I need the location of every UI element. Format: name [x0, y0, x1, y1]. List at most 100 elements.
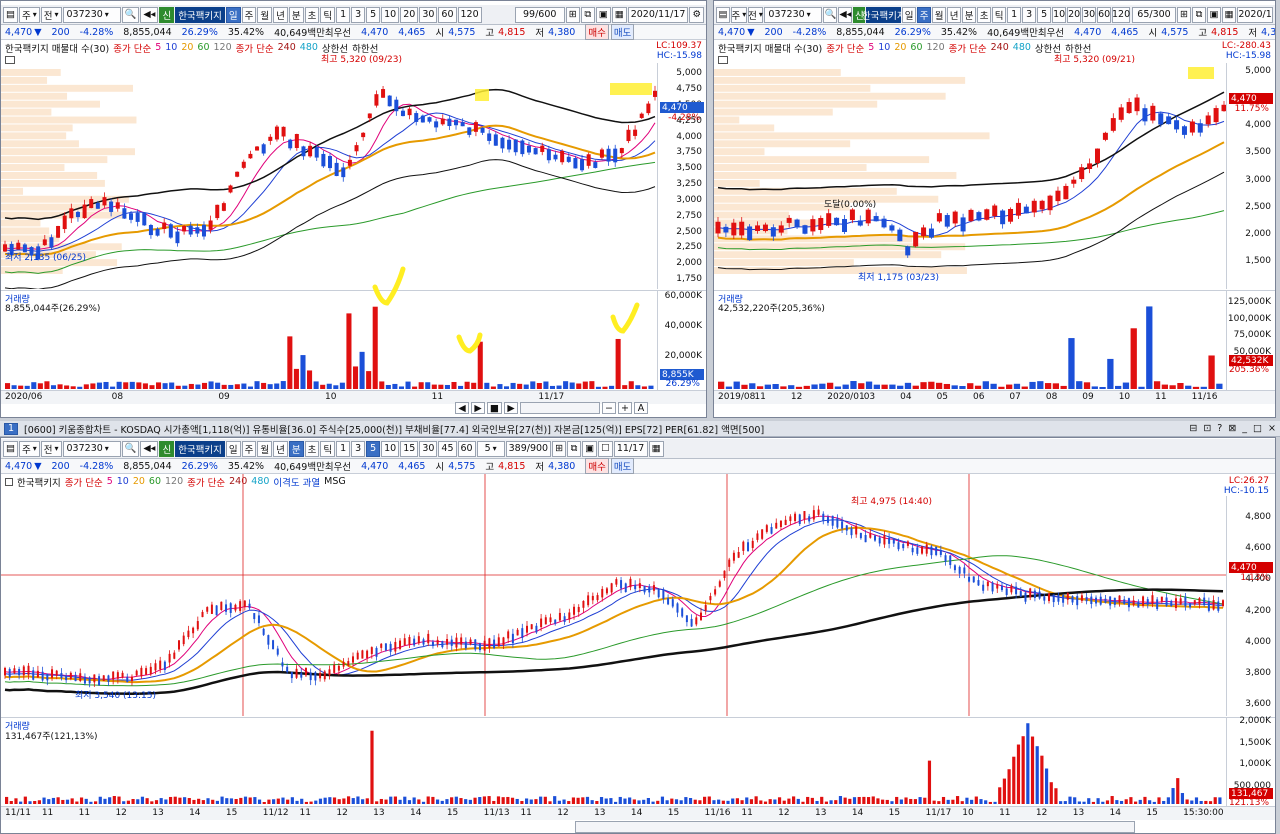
- num-5[interactable]: 5: [366, 6, 381, 23]
- menu-icon[interactable]: ▤: [716, 6, 730, 23]
- chart-tool-icon[interactable]: ⊞: [1177, 6, 1192, 23]
- volume-chart[interactable]: [714, 291, 1228, 391]
- count-field[interactable]: 99/600: [514, 6, 565, 23]
- stock-name[interactable]: 한국팩키지: [175, 440, 225, 457]
- save-icon[interactable]: ▣: [1207, 6, 1222, 23]
- chart-tool-icon[interactable]: ⊞: [552, 440, 567, 457]
- copy-icon[interactable]: ⧉: [567, 440, 582, 457]
- period-week[interactable]: 주: [241, 440, 257, 457]
- pin-icon[interactable]: ⊠: [1228, 423, 1237, 434]
- num-20[interactable]: 20: [1067, 6, 1082, 23]
- count-field[interactable]: 389/900: [505, 440, 552, 457]
- mode-select[interactable]: 주: [18, 440, 40, 457]
- calendar-icon[interactable]: ▦: [611, 6, 627, 23]
- period-minute[interactable]: 분: [962, 6, 977, 23]
- stock-code-input[interactable]: 037230: [62, 6, 121, 23]
- save-icon[interactable]: ▣: [595, 6, 611, 23]
- minute-10[interactable]: 10: [381, 440, 400, 457]
- zoom-plus-icon[interactable]: +: [617, 402, 632, 414]
- period-second[interactable]: 초: [977, 6, 992, 23]
- period-day[interactable]: 일: [225, 440, 241, 457]
- scroll-track[interactable]: [519, 402, 600, 414]
- menu-icon[interactable]: ▤: [3, 440, 18, 457]
- volume-chart[interactable]: [1, 718, 1227, 806]
- copy-icon[interactable]: ⧉: [1192, 6, 1207, 23]
- maximize-icon[interactable]: □: [1253, 423, 1263, 434]
- stop-icon[interactable]: ■: [487, 402, 502, 414]
- period-month[interactable]: 월: [257, 6, 273, 23]
- num-1[interactable]: 1: [1007, 6, 1022, 23]
- minute-1[interactable]: 1: [336, 440, 351, 457]
- grid-icon[interactable]: [5, 56, 15, 64]
- stock-code-input[interactable]: 037230: [764, 6, 823, 23]
- market-select[interactable]: 전: [747, 6, 764, 23]
- copy-icon[interactable]: ⧉: [580, 6, 595, 23]
- minute-15[interactable]: 15: [400, 440, 419, 457]
- num-120[interactable]: 120: [457, 6, 482, 23]
- minute-30[interactable]: 30: [419, 440, 438, 457]
- minute-45[interactable]: 45: [438, 440, 457, 457]
- num-3[interactable]: 3: [1022, 6, 1037, 23]
- sell-button[interactable]: 매도: [610, 458, 635, 474]
- calendar-icon[interactable]: ▦: [1222, 6, 1237, 23]
- period-tick[interactable]: 틱: [992, 6, 1007, 23]
- period-minute[interactable]: 분: [288, 440, 304, 457]
- period-year[interactable]: 년: [273, 6, 288, 23]
- period-tick[interactable]: 틱: [320, 440, 336, 457]
- minute-3[interactable]: 3: [351, 440, 366, 457]
- scroll-controls[interactable]: ◀ ▶ ■ ▶ − + A: [455, 402, 648, 414]
- help-icon[interactable]: ?: [1217, 423, 1223, 434]
- speaker-icon[interactable]: ◀◂: [140, 440, 159, 457]
- speaker-icon[interactable]: ◀◂: [838, 6, 853, 23]
- num-20[interactable]: 20: [400, 6, 419, 23]
- period-week[interactable]: 주: [241, 6, 257, 23]
- search-icon[interactable]: 🔍: [823, 6, 838, 23]
- scroll-track[interactable]: [575, 821, 1135, 833]
- prev-icon[interactable]: ▶: [471, 402, 485, 414]
- count-field[interactable]: 65/300: [1132, 6, 1177, 23]
- mode-select[interactable]: 주: [731, 6, 747, 23]
- date-field[interactable]: 11/17: [613, 440, 648, 457]
- period-month[interactable]: 월: [932, 6, 947, 23]
- next-icon[interactable]: ▶: [503, 402, 518, 414]
- num-5[interactable]: 5: [1037, 6, 1052, 23]
- num-30[interactable]: 30: [1082, 6, 1097, 23]
- period-year[interactable]: 년: [273, 440, 288, 457]
- tab-number[interactable]: 1: [4, 422, 18, 435]
- buy-button[interactable]: 매수: [585, 24, 609, 40]
- num-60[interactable]: 60: [438, 6, 457, 23]
- layout-icon[interactable]: ⊡: [1203, 423, 1212, 434]
- stock-code-input[interactable]: 037230: [62, 440, 121, 457]
- period-second[interactable]: 초: [304, 440, 320, 457]
- tile-icon[interactable]: ⊟: [1189, 423, 1198, 434]
- sell-button[interactable]: 매도: [610, 24, 635, 40]
- search-icon[interactable]: 🔍: [121, 440, 140, 457]
- stock-name[interactable]: 한국팩키지: [862, 6, 906, 23]
- period-week[interactable]: 주: [917, 6, 932, 23]
- first-icon[interactable]: ◀: [455, 402, 469, 414]
- period-year[interactable]: 년: [947, 6, 962, 23]
- period-day[interactable]: 일: [225, 6, 241, 23]
- date-field[interactable]: 2020/1: [1237, 6, 1274, 23]
- speaker-icon[interactable]: ◀◂: [140, 6, 159, 23]
- market-select[interactable]: 전: [40, 440, 62, 457]
- minute-select[interactable]: 5: [476, 440, 505, 457]
- period-minute[interactable]: 분: [288, 6, 304, 23]
- num-10[interactable]: 10: [1052, 6, 1067, 23]
- checkbox-icon[interactable]: ☐: [598, 440, 613, 457]
- num-30[interactable]: 30: [419, 6, 438, 23]
- num-120[interactable]: 120: [1112, 6, 1130, 23]
- num-60[interactable]: 60: [1097, 6, 1112, 23]
- zoom-all-icon[interactable]: A: [633, 402, 648, 414]
- grid-icon[interactable]: [718, 56, 728, 64]
- search-icon[interactable]: 🔍: [121, 6, 140, 23]
- chart-tool-icon[interactable]: ⊞: [565, 6, 580, 23]
- period-month[interactable]: 월: [257, 440, 273, 457]
- num-10[interactable]: 10: [381, 6, 400, 23]
- num-3[interactable]: 3: [351, 6, 366, 23]
- price-chart[interactable]: [1, 63, 659, 289]
- stock-name[interactable]: 한국팩키지: [175, 6, 225, 23]
- menu-icon[interactable]: ▤: [3, 6, 18, 23]
- num-1[interactable]: 1: [336, 6, 351, 23]
- calendar-icon[interactable]: ▦: [648, 440, 664, 457]
